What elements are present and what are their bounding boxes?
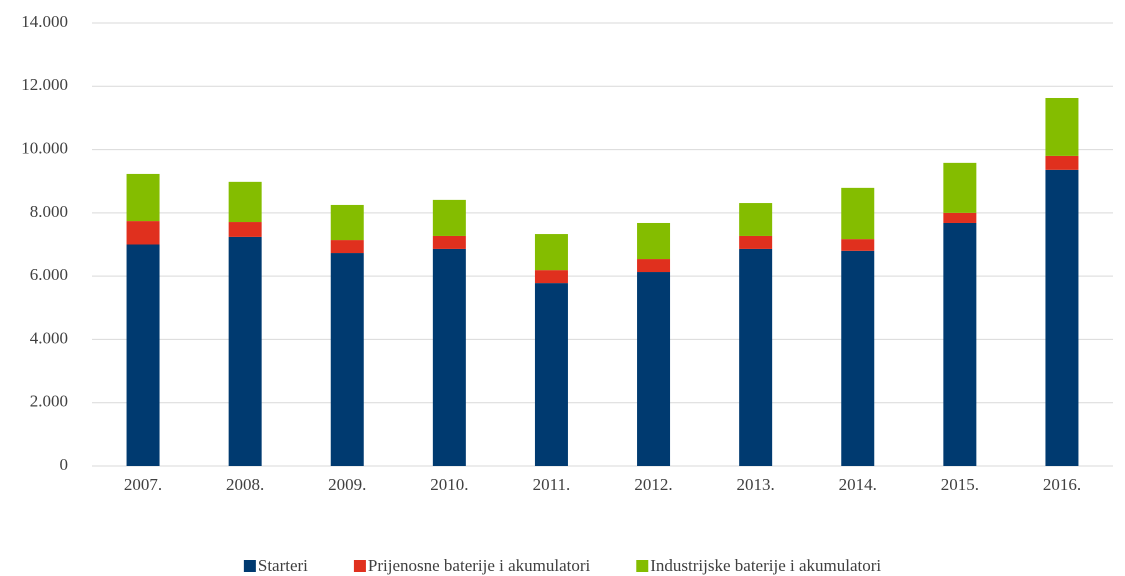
y-tick-label: 6.000 — [30, 265, 68, 284]
bar-segment — [841, 250, 875, 466]
y-tick-label: 14.000 — [21, 12, 68, 31]
y-tick-label: 2.000 — [30, 392, 68, 411]
y-tick-label: 12.000 — [21, 75, 68, 94]
bar-segment — [330, 253, 364, 466]
bar-segment — [739, 235, 773, 249]
legend-swatch — [353, 560, 366, 572]
x-tick-label: 2015. — [941, 475, 979, 494]
x-tick-label: 2010. — [430, 475, 468, 494]
bar-segment — [228, 181, 262, 223]
bar-segment — [943, 222, 977, 466]
x-tick-label: 2013. — [737, 475, 775, 494]
bar-segment — [739, 203, 773, 236]
bar-segment — [1045, 169, 1079, 466]
legend-label: Industrijske baterije i akumulatori — [650, 556, 881, 575]
bar-segment — [943, 212, 977, 223]
bar-segment — [534, 270, 568, 284]
legend-label: Prijenosne baterije i akumulatori — [368, 556, 591, 575]
y-tick-label: 4.000 — [30, 328, 68, 347]
bar-segment — [126, 221, 160, 245]
y-tick-label: 10.000 — [21, 138, 68, 157]
legend-swatch — [243, 560, 256, 572]
bar-segment — [637, 259, 671, 273]
x-tick-label: 2014. — [839, 475, 877, 494]
bar-segment — [534, 234, 568, 271]
y-tick-label: 8.000 — [30, 202, 68, 221]
bar-segment — [637, 222, 671, 260]
bar-segment — [228, 236, 262, 466]
bar-segment — [739, 248, 773, 466]
bar-segment — [330, 204, 364, 241]
x-tick-label: 2008. — [226, 475, 264, 494]
bar-segment — [126, 173, 160, 222]
x-tick-label: 2016. — [1043, 475, 1081, 494]
bar-segment — [330, 240, 364, 254]
bar-segment — [228, 222, 262, 237]
bar-segment — [1045, 155, 1079, 170]
x-tick-label: 2011. — [533, 475, 571, 494]
bar-segment — [841, 239, 875, 251]
bar-segment — [432, 199, 466, 236]
bar-segment — [841, 187, 875, 240]
bar-segment — [637, 272, 671, 466]
legend-swatch — [636, 560, 649, 572]
bar-segment — [126, 244, 160, 466]
bar-segment — [534, 283, 568, 466]
bar-segment — [432, 248, 466, 466]
y-tick-label: 0 — [60, 455, 69, 474]
bar-segment — [943, 162, 977, 213]
legend-label: Starteri — [258, 556, 308, 575]
x-tick-label: 2009. — [328, 475, 366, 494]
x-tick-label: 2012. — [634, 475, 672, 494]
bar-segment — [1045, 97, 1079, 156]
x-tick-label: 2007. — [124, 475, 162, 494]
bar-segment — [432, 235, 466, 249]
